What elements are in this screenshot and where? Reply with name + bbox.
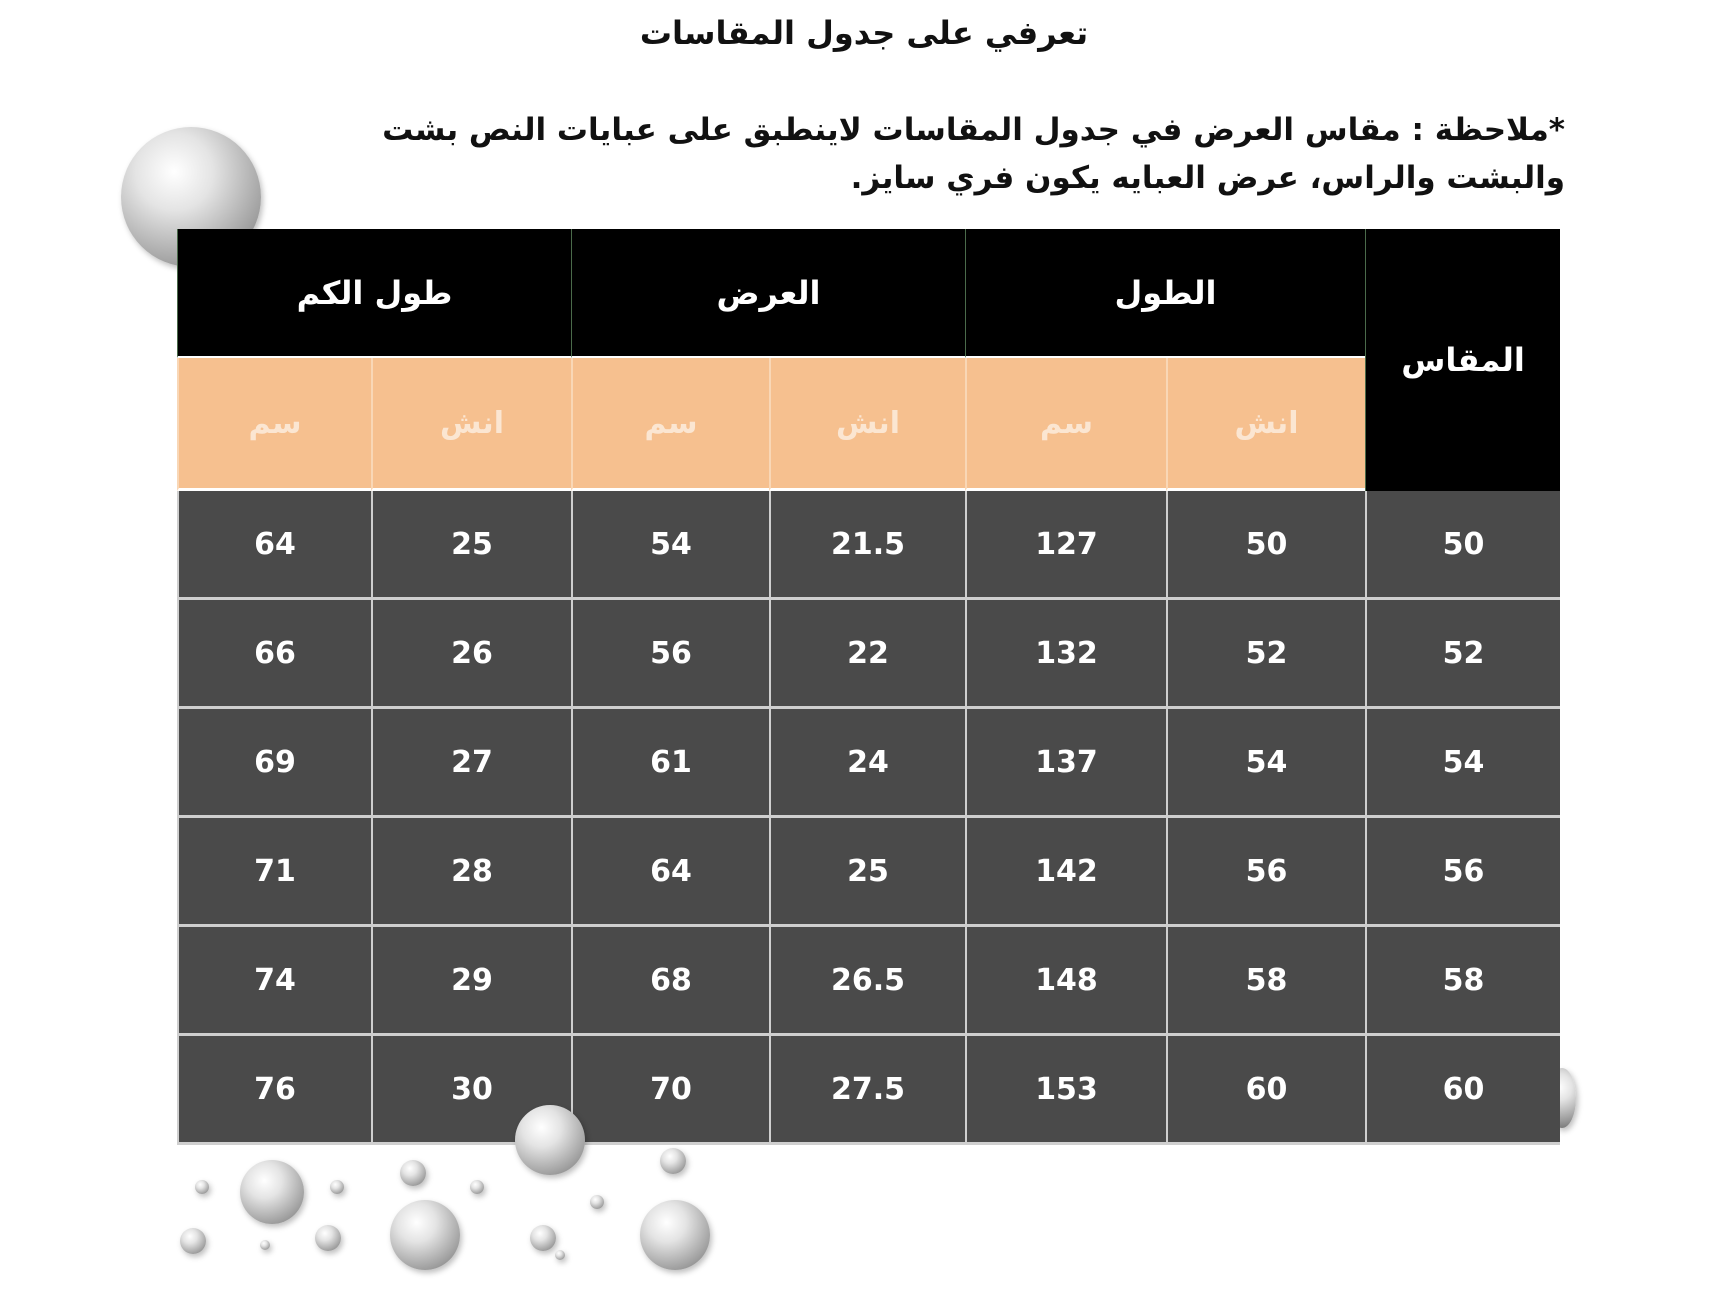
pearl-decoration (260, 1240, 270, 1250)
pearl-decoration (400, 1160, 426, 1186)
pearl-decoration (390, 1200, 460, 1270)
pearl-decoration (330, 1180, 344, 1194)
table-cell: 52 (1166, 600, 1365, 709)
size-cell: 56 (1365, 818, 1560, 927)
pearl-decoration (590, 1195, 604, 1209)
unit-header: انش (769, 358, 965, 491)
table-cell: 28 (371, 818, 571, 927)
size-chart-table: المقاس الطول العرض طول الكم انش سم انش س… (177, 229, 1560, 1145)
table-cell: 74 (177, 927, 371, 1036)
pearl-decoration (315, 1225, 341, 1251)
pearl-decoration (515, 1105, 585, 1175)
pearl-decoration (660, 1148, 686, 1174)
unit-header: سم (571, 358, 769, 491)
pearl-decoration (195, 1180, 209, 1194)
table-cell: 21.5 (769, 491, 965, 600)
table-cell: 25 (769, 818, 965, 927)
table-cell: 22 (769, 600, 965, 709)
table-cell: 27 (371, 709, 571, 818)
table-cell: 148 (965, 927, 1166, 1036)
table-cell: 127 (965, 491, 1166, 600)
table-cell: 64 (177, 491, 371, 600)
length-group-header: الطول (965, 229, 1365, 358)
pearl-decoration (180, 1228, 206, 1254)
unit-header: سم (965, 358, 1166, 491)
pearl-decoration (530, 1225, 556, 1251)
table-cell: 56 (571, 600, 769, 709)
size-cell: 54 (1365, 709, 1560, 818)
size-column-header: المقاس (1365, 229, 1560, 491)
table-cell: 66 (177, 600, 371, 709)
table-cell: 24 (769, 709, 965, 818)
pearl-decoration (640, 1200, 710, 1270)
table-cell: 70 (571, 1036, 769, 1145)
table-cell: 71 (177, 818, 371, 927)
table-cell: 69 (177, 709, 371, 818)
table-cell: 25 (371, 491, 571, 600)
table-cell: 142 (965, 818, 1166, 927)
table-cell: 68 (571, 927, 769, 1036)
pearl-decoration (240, 1160, 304, 1224)
table-cell: 27.5 (769, 1036, 965, 1145)
table-cell: 54 (1166, 709, 1365, 818)
size-cell: 60 (1365, 1036, 1560, 1145)
table-cell: 56 (1166, 818, 1365, 927)
unit-header: انش (371, 358, 571, 491)
size-cell: 52 (1365, 600, 1560, 709)
table-cell: 58 (1166, 927, 1365, 1036)
table-cell: 132 (965, 600, 1166, 709)
table-cell: 61 (571, 709, 769, 818)
unit-header: سم (177, 358, 371, 491)
pearl-decoration (470, 1180, 484, 1194)
table-cell: 54 (571, 491, 769, 600)
size-cell: 50 (1365, 491, 1560, 600)
table-cell: 76 (177, 1036, 371, 1145)
size-note: *ملاحظة : مقاس العرض في جدول المقاسات لا… (382, 112, 1565, 196)
table-cell: 153 (965, 1036, 1166, 1145)
width-group-header: العرض (571, 229, 965, 358)
table-cell: 64 (571, 818, 769, 927)
table-cell: 29 (371, 927, 571, 1036)
table-cell: 50 (1166, 491, 1365, 600)
table-cell: 137 (965, 709, 1166, 818)
table-cell: 26.5 (769, 927, 965, 1036)
size-cell: 58 (1365, 927, 1560, 1036)
table-cell: 26 (371, 600, 571, 709)
table-cell: 60 (1166, 1036, 1365, 1145)
pearl-decoration (555, 1250, 565, 1260)
unit-header: انش (1166, 358, 1365, 491)
page-title: تعرفي على جدول المقاسات (639, 14, 1089, 52)
sleeve-group-header: طول الكم (177, 229, 571, 358)
